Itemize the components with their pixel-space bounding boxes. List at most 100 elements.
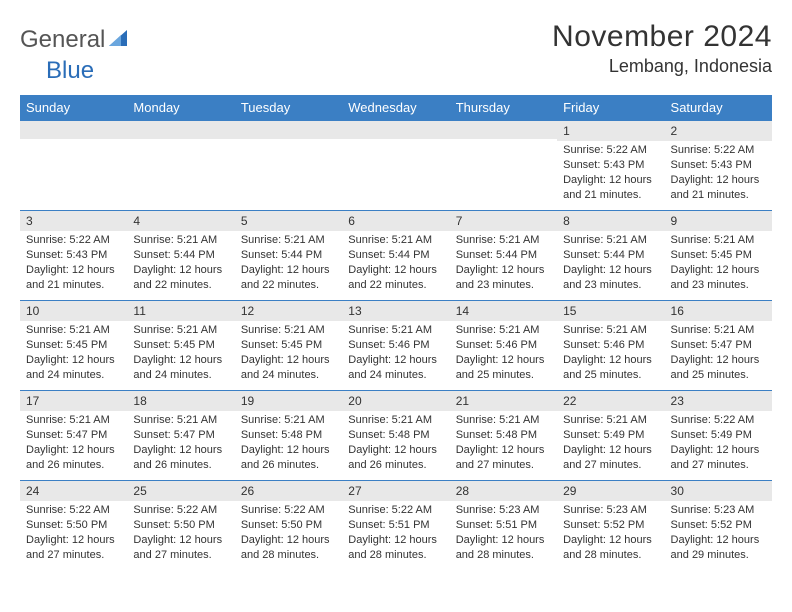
day-number: 29	[557, 481, 664, 501]
day-details: Sunrise: 5:21 AM Sunset: 5:44 PM Dayligh…	[127, 231, 234, 296]
day-number: 5	[235, 211, 342, 231]
day-details: Sunrise: 5:21 AM Sunset: 5:47 PM Dayligh…	[20, 411, 127, 476]
calendar-cell: 21Sunrise: 5:21 AM Sunset: 5:48 PM Dayli…	[450, 391, 557, 481]
calendar-cell: 14Sunrise: 5:21 AM Sunset: 5:46 PM Dayli…	[450, 301, 557, 391]
day-number: 22	[557, 391, 664, 411]
day-details: Sunrise: 5:21 AM Sunset: 5:48 PM Dayligh…	[450, 411, 557, 476]
calendar-week-row: 17Sunrise: 5:21 AM Sunset: 5:47 PM Dayli…	[20, 391, 772, 481]
calendar-cell: 30Sunrise: 5:23 AM Sunset: 5:52 PM Dayli…	[665, 481, 772, 571]
day-number: 12	[235, 301, 342, 321]
weekday-header: Sunday	[20, 95, 127, 121]
weekday-header: Thursday	[450, 95, 557, 121]
day-details: Sunrise: 5:22 AM Sunset: 5:43 PM Dayligh…	[557, 141, 664, 206]
day-number: 27	[342, 481, 449, 501]
day-number: 7	[450, 211, 557, 231]
day-details	[20, 139, 127, 145]
calendar-week-row: 10Sunrise: 5:21 AM Sunset: 5:45 PM Dayli…	[20, 301, 772, 391]
weekday-header: Wednesday	[342, 95, 449, 121]
day-details: Sunrise: 5:23 AM Sunset: 5:52 PM Dayligh…	[665, 501, 772, 566]
calendar-cell: 3Sunrise: 5:22 AM Sunset: 5:43 PM Daylig…	[20, 211, 127, 301]
calendar-cell: 4Sunrise: 5:21 AM Sunset: 5:44 PM Daylig…	[127, 211, 234, 301]
day-number: 6	[342, 211, 449, 231]
day-details: Sunrise: 5:21 AM Sunset: 5:44 PM Dayligh…	[557, 231, 664, 296]
day-number: 23	[665, 391, 772, 411]
day-details: Sunrise: 5:21 AM Sunset: 5:45 PM Dayligh…	[127, 321, 234, 386]
calendar-cell: 28Sunrise: 5:23 AM Sunset: 5:51 PM Dayli…	[450, 481, 557, 571]
calendar-cell: 18Sunrise: 5:21 AM Sunset: 5:47 PM Dayli…	[127, 391, 234, 481]
day-number	[235, 121, 342, 139]
day-number: 26	[235, 481, 342, 501]
day-number: 13	[342, 301, 449, 321]
day-number: 8	[557, 211, 664, 231]
calendar-cell	[342, 121, 449, 211]
sail-icon	[107, 28, 129, 53]
calendar-cell: 2Sunrise: 5:22 AM Sunset: 5:43 PM Daylig…	[665, 121, 772, 211]
calendar-cell: 17Sunrise: 5:21 AM Sunset: 5:47 PM Dayli…	[20, 391, 127, 481]
day-number: 16	[665, 301, 772, 321]
weekday-header: Monday	[127, 95, 234, 121]
day-number: 9	[665, 211, 772, 231]
calendar-cell: 22Sunrise: 5:21 AM Sunset: 5:49 PM Dayli…	[557, 391, 664, 481]
day-details: Sunrise: 5:22 AM Sunset: 5:43 PM Dayligh…	[20, 231, 127, 296]
day-details	[450, 139, 557, 145]
calendar-cell: 27Sunrise: 5:22 AM Sunset: 5:51 PM Dayli…	[342, 481, 449, 571]
day-number: 17	[20, 391, 127, 411]
weekday-header: Tuesday	[235, 95, 342, 121]
day-details: Sunrise: 5:21 AM Sunset: 5:48 PM Dayligh…	[235, 411, 342, 476]
calendar-cell: 24Sunrise: 5:22 AM Sunset: 5:50 PM Dayli…	[20, 481, 127, 571]
day-number: 14	[450, 301, 557, 321]
calendar-cell: 11Sunrise: 5:21 AM Sunset: 5:45 PM Dayli…	[127, 301, 234, 391]
location: Lembang, Indonesia	[552, 56, 772, 77]
calendar-week-row: 24Sunrise: 5:22 AM Sunset: 5:50 PM Dayli…	[20, 481, 772, 571]
day-number: 25	[127, 481, 234, 501]
calendar-cell	[235, 121, 342, 211]
day-details: Sunrise: 5:22 AM Sunset: 5:50 PM Dayligh…	[20, 501, 127, 566]
logo-word1: General	[20, 26, 105, 54]
calendar-cell: 6Sunrise: 5:21 AM Sunset: 5:44 PM Daylig…	[342, 211, 449, 301]
day-details	[127, 139, 234, 145]
weekday-header: Saturday	[665, 95, 772, 121]
day-details: Sunrise: 5:21 AM Sunset: 5:44 PM Dayligh…	[342, 231, 449, 296]
day-details: Sunrise: 5:21 AM Sunset: 5:49 PM Dayligh…	[557, 411, 664, 476]
day-details: Sunrise: 5:22 AM Sunset: 5:50 PM Dayligh…	[235, 501, 342, 566]
calendar-cell: 8Sunrise: 5:21 AM Sunset: 5:44 PM Daylig…	[557, 211, 664, 301]
calendar-cell: 7Sunrise: 5:21 AM Sunset: 5:44 PM Daylig…	[450, 211, 557, 301]
calendar-cell: 9Sunrise: 5:21 AM Sunset: 5:45 PM Daylig…	[665, 211, 772, 301]
day-number	[127, 121, 234, 139]
day-details: Sunrise: 5:21 AM Sunset: 5:45 PM Dayligh…	[235, 321, 342, 386]
day-details: Sunrise: 5:21 AM Sunset: 5:48 PM Dayligh…	[342, 411, 449, 476]
calendar-cell: 5Sunrise: 5:21 AM Sunset: 5:44 PM Daylig…	[235, 211, 342, 301]
day-details: Sunrise: 5:22 AM Sunset: 5:50 PM Dayligh…	[127, 501, 234, 566]
day-number: 28	[450, 481, 557, 501]
day-details: Sunrise: 5:21 AM Sunset: 5:46 PM Dayligh…	[450, 321, 557, 386]
day-details: Sunrise: 5:22 AM Sunset: 5:43 PM Dayligh…	[665, 141, 772, 206]
calendar-cell: 15Sunrise: 5:21 AM Sunset: 5:46 PM Dayli…	[557, 301, 664, 391]
logo: General	[20, 26, 131, 54]
day-number	[342, 121, 449, 139]
weekday-header-row: Sunday Monday Tuesday Wednesday Thursday…	[20, 95, 772, 121]
day-details	[235, 139, 342, 145]
calendar-cell: 16Sunrise: 5:21 AM Sunset: 5:47 PM Dayli…	[665, 301, 772, 391]
day-number: 18	[127, 391, 234, 411]
day-details: Sunrise: 5:22 AM Sunset: 5:49 PM Dayligh…	[665, 411, 772, 476]
title-block: November 2024 Lembang, Indonesia	[552, 20, 772, 77]
day-number: 21	[450, 391, 557, 411]
day-details: Sunrise: 5:21 AM Sunset: 5:46 PM Dayligh…	[557, 321, 664, 386]
calendar-table: Sunday Monday Tuesday Wednesday Thursday…	[20, 95, 772, 571]
calendar-cell: 26Sunrise: 5:22 AM Sunset: 5:50 PM Dayli…	[235, 481, 342, 571]
calendar-week-row: 3Sunrise: 5:22 AM Sunset: 5:43 PM Daylig…	[20, 211, 772, 301]
day-number: 4	[127, 211, 234, 231]
calendar-cell: 23Sunrise: 5:22 AM Sunset: 5:49 PM Dayli…	[665, 391, 772, 481]
day-details: Sunrise: 5:21 AM Sunset: 5:44 PM Dayligh…	[450, 231, 557, 296]
day-details: Sunrise: 5:21 AM Sunset: 5:47 PM Dayligh…	[665, 321, 772, 386]
calendar-cell: 1Sunrise: 5:22 AM Sunset: 5:43 PM Daylig…	[557, 121, 664, 211]
day-number: 15	[557, 301, 664, 321]
calendar-cell: 20Sunrise: 5:21 AM Sunset: 5:48 PM Dayli…	[342, 391, 449, 481]
calendar-cell	[127, 121, 234, 211]
day-number: 20	[342, 391, 449, 411]
calendar-week-row: 1Sunrise: 5:22 AM Sunset: 5:43 PM Daylig…	[20, 121, 772, 211]
calendar-cell: 25Sunrise: 5:22 AM Sunset: 5:50 PM Dayli…	[127, 481, 234, 571]
day-number: 11	[127, 301, 234, 321]
day-number: 19	[235, 391, 342, 411]
calendar-cell: 10Sunrise: 5:21 AM Sunset: 5:45 PM Dayli…	[20, 301, 127, 391]
